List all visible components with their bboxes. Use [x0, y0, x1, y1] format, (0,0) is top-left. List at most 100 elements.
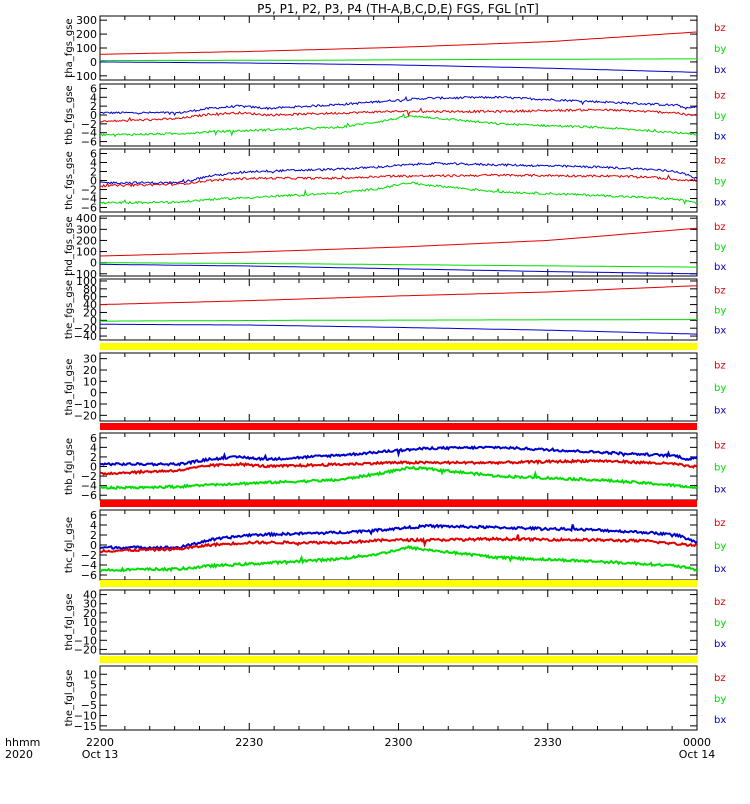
series-line-bz [100, 227, 697, 257]
y-tick-label: 0 [90, 461, 97, 474]
legend-by: by [714, 242, 726, 253]
y-tick-label: −6 [81, 569, 97, 582]
legend-by: by [714, 694, 726, 705]
y-tick-label: 100 [76, 246, 97, 259]
chart-title: P5, P1, P2, P3, P4 (TH-A,B,C,D,E) FGS, F… [257, 2, 539, 16]
legend-bx: bx [714, 131, 726, 142]
x-axis-label-row2: 2020 [5, 748, 33, 761]
series-line-by [100, 465, 697, 490]
legend: bz by bx [714, 222, 726, 273]
legend: bz by bx [714, 156, 726, 209]
y-tick-label: 10 [83, 616, 97, 629]
legend-by: by [714, 383, 726, 394]
y-tick-label: −2 [81, 184, 97, 197]
y-tick-label: 6 [90, 432, 97, 445]
legend-bx: bx [714, 715, 726, 726]
legend-by: by [714, 44, 726, 55]
legend: bz by bx [714, 23, 726, 76]
legend: bz by bx [714, 597, 726, 650]
series-line-bx [100, 95, 697, 117]
y-tick-label: −20 [74, 643, 97, 656]
quality-bar [100, 423, 697, 430]
legend-bx: bx [714, 262, 726, 273]
x-minor-ticks [99, 279, 698, 340]
y-tick-label: 40 [83, 589, 97, 602]
x-minor-ticks [99, 433, 698, 500]
legend-bz: bz [714, 91, 726, 102]
x-tick-sublabel: Oct 13 [82, 748, 119, 761]
y-axis-label: tha_fgs_gse [64, 18, 75, 77]
x-tick-label: 2230 [235, 736, 263, 749]
legend-by: by [714, 541, 726, 552]
quality-bar [100, 656, 697, 663]
y-tick-label: 20 [83, 306, 97, 319]
y-axis-label: tha_fgl_gse [64, 359, 75, 416]
legend-by: by [714, 463, 726, 474]
y-tick-label: 300 [76, 223, 97, 236]
series-line-by [100, 319, 697, 322]
y-tick-label: 20 [83, 607, 97, 620]
panel-frame [99, 278, 698, 341]
panel-frame [99, 665, 698, 731]
legend-bz: bz [714, 361, 726, 372]
y-tick-label: −20 [74, 322, 97, 335]
series-line-bz [100, 285, 697, 306]
x-minor-ticks [99, 149, 698, 212]
legend: bz by bx [714, 361, 726, 417]
x-minor-ticks [99, 216, 698, 276]
y-axis-label: thb_fgl_gse [64, 438, 75, 495]
y-tick-label: −10 [74, 710, 97, 723]
y-tick-label: −5 [81, 699, 97, 712]
y-tick-label: −2 [81, 470, 97, 483]
y-axis-label: the_fgs_gse [64, 280, 75, 339]
legend-bz: bz [714, 156, 726, 167]
legend-bx: bx [714, 639, 726, 650]
series-line-bx [100, 523, 697, 551]
quality-bar [100, 343, 697, 350]
legend-bx: bx [714, 485, 726, 496]
x-tick-label: 0000 [683, 736, 711, 749]
legend-by: by [714, 618, 726, 629]
quality-bar [100, 580, 697, 587]
series-traces [100, 523, 697, 573]
y-tick-label: 0 [90, 689, 97, 702]
y-axis-label: thd_fgl_gse [64, 594, 75, 651]
y-tick-label: −6 [81, 136, 97, 149]
y-tick-label: 0 [90, 109, 97, 122]
y-tick-label: 10 [83, 375, 97, 388]
legend-bz: bz [714, 23, 726, 34]
x-tick-label: 2330 [534, 736, 562, 749]
series-line-bx [100, 61, 697, 73]
legend-bx: bx [714, 65, 726, 76]
panel-frame [99, 83, 698, 147]
y-tick-label: −10 [74, 398, 97, 411]
y-tick-label: 4 [90, 91, 97, 104]
y-tick-label: −6 [81, 489, 97, 502]
y-axis-label: thc_fgl_gse [64, 517, 75, 573]
y-tick-label: 2 [90, 529, 97, 542]
y-tick-label: 100 [76, 42, 97, 55]
y-tick-label: 300 [76, 14, 97, 27]
y-tick-label: −40 [74, 330, 97, 343]
series-line-by [100, 112, 697, 138]
legend-by: by [714, 111, 726, 122]
y-tick-label: 0 [90, 314, 97, 327]
panel-frame [99, 432, 698, 501]
y-tick-label: 6 [90, 148, 97, 161]
y-tick-label: −100 [67, 268, 97, 281]
series-line-by [100, 262, 697, 268]
